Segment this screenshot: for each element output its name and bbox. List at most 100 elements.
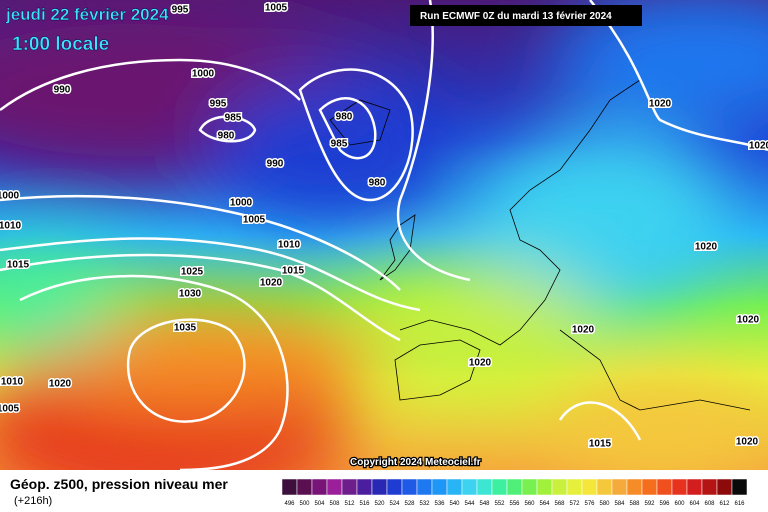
isobar-label: 980 <box>369 178 386 189</box>
isobar-label: 1005 <box>243 215 266 226</box>
scale-label: 536 <box>434 501 445 507</box>
scale-swatch <box>311 478 328 496</box>
scale-swatch <box>551 478 568 496</box>
scale-label: 544 <box>464 501 475 507</box>
scale-label: 504 <box>314 501 325 507</box>
scale-swatch <box>686 478 703 496</box>
isobar-label: 1020 <box>736 437 759 448</box>
scale-swatch <box>431 478 448 496</box>
isobar-label: 1010 <box>278 240 301 251</box>
isobar-label: 1005 <box>265 3 288 14</box>
scale-label: 576 <box>584 501 595 507</box>
scale-label: 560 <box>524 501 535 507</box>
scale-label: 568 <box>554 501 565 507</box>
isobar-labels: 995 1005 990 1000 995 985 980 980 985 990 980 1000 1… <box>0 1 768 451</box>
isobar-label: 985 <box>331 139 348 150</box>
isobar-label: 1020 <box>572 325 595 336</box>
isobar-label: 995 <box>172 5 189 16</box>
isobars <box>0 0 768 470</box>
scale-swatch <box>341 478 358 496</box>
color-scale: 496 500 504 508 512 516 520 524 528 532 536 540 544 5… <box>281 478 748 507</box>
scale-swatch <box>596 478 613 496</box>
isobar-label: 1015 <box>589 439 612 450</box>
scale-label: 516 <box>359 501 370 507</box>
scale-label: 600 <box>674 501 685 507</box>
scale-label: 528 <box>404 501 415 507</box>
scale-label: 532 <box>419 501 430 507</box>
scale-swatch <box>701 478 718 496</box>
scale-label: 596 <box>659 501 670 507</box>
scale-swatch <box>356 478 373 496</box>
isobar-label: 1015 <box>7 260 30 271</box>
isobar-label: 1025 <box>181 267 204 278</box>
isobar-label: 1015 <box>282 266 305 277</box>
scale-swatch <box>611 478 628 496</box>
scale-swatch <box>386 478 403 496</box>
run-label: Run ECMWF 0Z du mardi 13 février 2024 <box>420 11 612 22</box>
footer-lead: (+216h) <box>14 495 52 507</box>
scale-label: 604 <box>689 501 700 507</box>
scale-label: 548 <box>479 501 490 507</box>
scale-label: 540 <box>449 501 460 507</box>
isobar-label: 1020 <box>260 278 283 289</box>
scale-swatch <box>536 478 553 496</box>
isobar-label: 1020 <box>49 379 72 390</box>
scale-swatch <box>671 478 688 496</box>
date-label: jeudi 22 février 2024 <box>5 5 169 24</box>
footer-title: Géop. z500, pression niveau mer <box>10 476 228 492</box>
isobar-label: 1020 <box>749 141 768 152</box>
isobar-label: 1000 <box>192 69 215 80</box>
scale-swatch <box>581 478 598 496</box>
scale-label: 512 <box>344 501 355 507</box>
isobar-label: 1020 <box>469 358 492 369</box>
scale-swatch <box>476 478 493 496</box>
scale-swatch <box>446 478 463 496</box>
scale-label: 616 <box>734 501 745 507</box>
scale-label: 496 <box>284 501 295 507</box>
scale-swatch <box>656 478 673 496</box>
scale-label: 564 <box>539 501 550 507</box>
isobar-label: 1010 <box>0 221 22 232</box>
scale-swatch <box>281 478 298 496</box>
isobar-label: 995 <box>210 99 227 110</box>
isobar-label: 1020 <box>695 242 718 253</box>
coastlines <box>329 79 751 411</box>
scale-label: 580 <box>599 501 610 507</box>
isobar-label: 980 <box>218 131 235 142</box>
isobar-label: 1035 <box>174 323 197 334</box>
scale-label: 556 <box>509 501 520 507</box>
scale-label: 584 <box>614 501 625 507</box>
scale-swatch <box>566 478 583 496</box>
scale-swatch <box>296 478 313 496</box>
isobar-label: 1005 <box>0 404 20 415</box>
scale-swatch <box>521 478 538 496</box>
scale-swatch <box>731 478 748 496</box>
scale-label: 572 <box>569 501 580 507</box>
isobar-label: 1030 <box>179 289 202 300</box>
scale-label: 612 <box>719 501 730 507</box>
time-label: 1:00 locale <box>12 34 109 55</box>
isobar-label: 1000 <box>230 198 253 209</box>
scale-swatch <box>326 478 343 496</box>
scale-label: 524 <box>389 501 400 507</box>
scale-label: 608 <box>704 501 715 507</box>
isobar-label: 990 <box>267 159 284 170</box>
run-box <box>410 5 642 26</box>
isobar-label: 1000 <box>0 191 20 202</box>
scale-label: 508 <box>329 501 340 507</box>
isobar-label: 1010 <box>1 377 24 388</box>
scale-label: 588 <box>629 501 640 507</box>
scale-swatch <box>416 478 433 496</box>
scale-swatch <box>461 478 478 496</box>
isobar-label: 990 <box>54 85 71 96</box>
scale-swatch <box>716 478 733 496</box>
scale-swatch <box>371 478 388 496</box>
scale-swatch <box>491 478 508 496</box>
isobar-label: 1020 <box>737 315 760 326</box>
scale-swatch <box>506 478 523 496</box>
isobar-label: 980 <box>336 112 353 123</box>
scale-label: 592 <box>644 501 655 507</box>
